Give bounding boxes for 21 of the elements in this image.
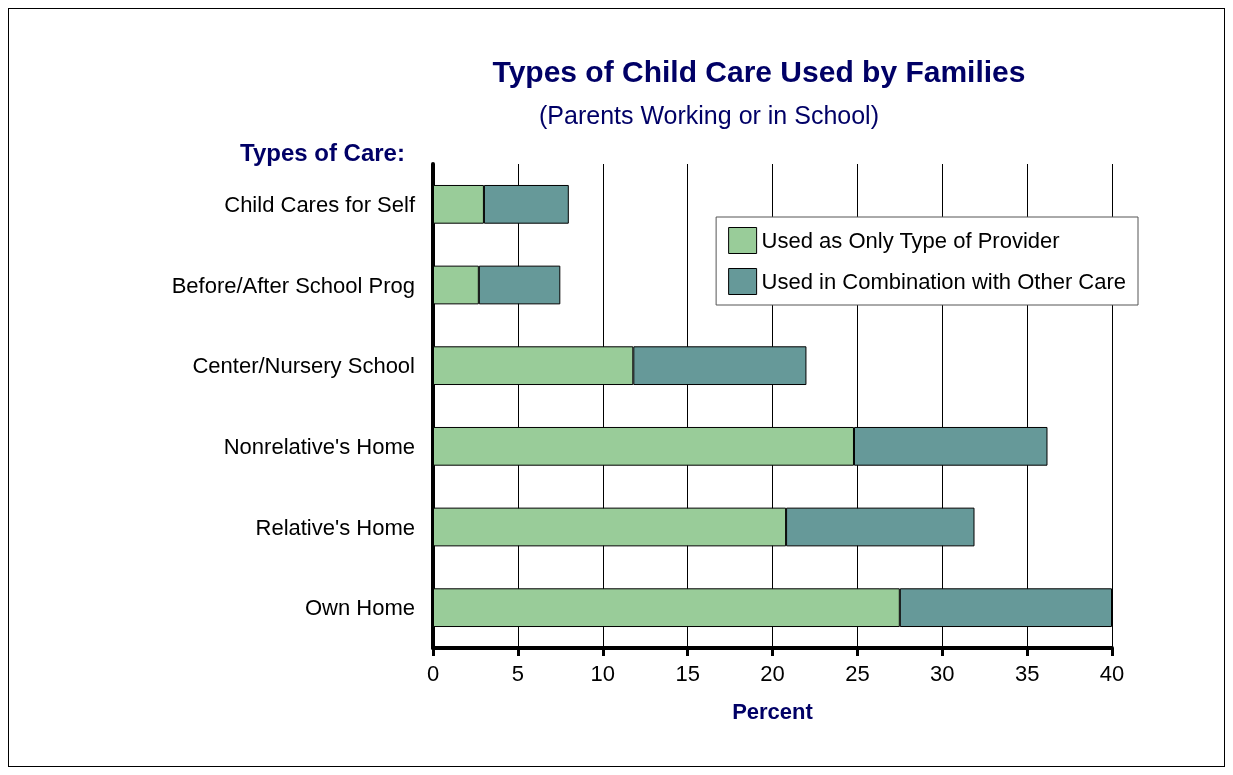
- x-tick-label: 5: [511, 660, 524, 686]
- x-tick-label: 0: [426, 660, 440, 686]
- y-tick-label: Before/After School Prog: [171, 272, 415, 298]
- y-tick-label: Own Home: [304, 595, 415, 621]
- x-axis-title: Percent: [732, 698, 814, 724]
- y-tick-label: Nonrelative's Home: [223, 433, 415, 459]
- x-tick-label: 15: [675, 660, 700, 686]
- legend-label: Used in Combination with Other Care: [761, 269, 1126, 294]
- x-tick-label: 35: [1014, 660, 1040, 686]
- x-tick-label: 40: [1099, 660, 1125, 686]
- chart-title: Types of Child Care Used by Families: [492, 54, 1026, 88]
- x-tick-label: 30: [930, 660, 955, 686]
- x-tick-label: 20: [760, 660, 785, 686]
- y-tick-label: Child Cares for Self: [224, 191, 416, 217]
- y-tick-label: Center/Nursery School: [192, 353, 415, 379]
- y-tick-label: Relative's Home: [255, 514, 415, 540]
- chart-subtitle: (Parents Working or in School): [539, 100, 879, 129]
- x-tick-label: 25: [845, 660, 870, 686]
- legend-label: Used as Only Type of Provider: [761, 228, 1060, 253]
- y-axis-title: Types of Care:: [240, 138, 405, 166]
- x-tick-label: 10: [590, 660, 615, 686]
